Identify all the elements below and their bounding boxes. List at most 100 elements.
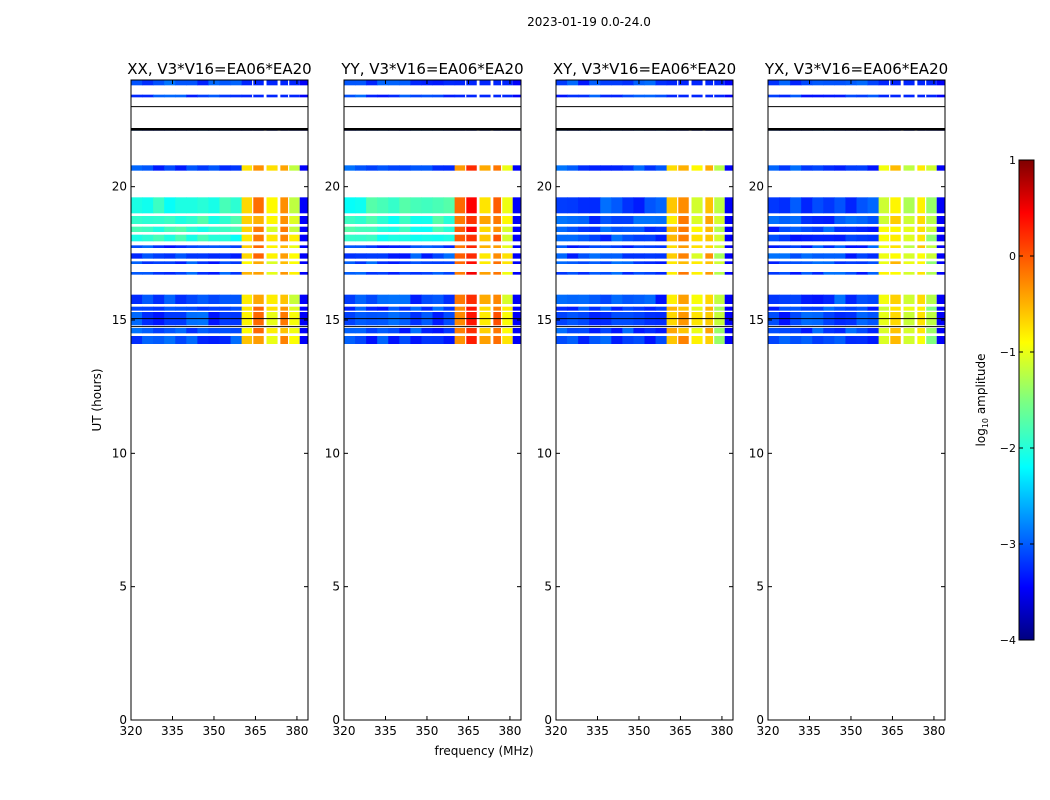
heatmap-band-cell — [666, 253, 678, 259]
colorbar-label: log10 amplitude — [974, 354, 990, 447]
heatmap-cell — [644, 272, 657, 275]
channel-gap — [501, 165, 503, 171]
heatmap-band-cell — [454, 94, 466, 98]
heatmap-cell — [622, 253, 634, 259]
heatmap-cell — [219, 294, 232, 304]
heatmap-cell — [768, 94, 780, 98]
heatmap-band-cell — [878, 234, 890, 242]
data-row — [556, 226, 733, 232]
heatmap-band-cell — [493, 245, 502, 248]
heatmap-cell — [164, 294, 176, 304]
channel-gap — [288, 234, 290, 242]
heatmap-cell — [622, 328, 634, 334]
heatmap-cell — [142, 261, 154, 264]
heatmap-cell — [142, 336, 154, 344]
heatmap-band-cell — [252, 306, 264, 311]
heatmap-cell — [589, 272, 601, 275]
heatmap-cell — [299, 245, 308, 248]
channel-gap — [689, 197, 691, 214]
heatmap-cell — [812, 216, 824, 224]
heatmap-cell — [823, 197, 835, 214]
channel-gap — [677, 336, 679, 344]
heatmap-cell — [355, 306, 367, 311]
channel-gap — [491, 197, 493, 214]
heatmap-cell — [421, 294, 433, 304]
heatmap-band-cell — [493, 294, 502, 304]
heatmap-cell — [131, 261, 143, 264]
heatmap-band-cell — [479, 94, 491, 98]
channel-gap — [491, 336, 493, 344]
heatmap-cell — [768, 80, 780, 86]
heatmap-band-cell — [903, 306, 915, 311]
heatmap-band-cell — [903, 80, 915, 86]
heatmap-band-cell — [889, 226, 901, 232]
y-tick-label: 10 — [325, 446, 340, 460]
heatmap-band-cell — [266, 336, 278, 344]
heatmap-cell — [186, 253, 198, 259]
heatmap-band-cell — [454, 80, 466, 86]
channel-gap — [491, 216, 493, 224]
heatmap-cell — [936, 336, 945, 344]
heatmap-band-cell — [691, 226, 703, 232]
channel-gap — [264, 245, 266, 248]
heatmap-cell — [611, 245, 623, 248]
heatmap-cell — [655, 94, 668, 98]
heatmap-band-cell — [465, 165, 477, 171]
heatmap-cell — [388, 306, 400, 311]
heatmap-cell — [567, 234, 579, 242]
heatmap-cell — [230, 245, 243, 248]
heatmap-cell — [611, 197, 623, 214]
heatmap-cell — [845, 216, 857, 224]
heatmap-cell — [724, 253, 733, 259]
heatmap-band-cell — [713, 165, 725, 171]
channel-gap — [925, 336, 927, 344]
heatmap-band-cell — [288, 94, 300, 98]
data-row — [131, 197, 308, 214]
heatmap-band-cell — [493, 306, 502, 311]
heatmap-cell — [175, 234, 187, 242]
channel-gap — [901, 165, 903, 171]
channel-gap — [713, 216, 715, 224]
heatmap-cell — [633, 253, 645, 259]
heatmap-cell — [164, 234, 176, 242]
heatmap-band-cell — [666, 234, 678, 242]
heatmap-band-cell — [713, 294, 725, 304]
data-row — [131, 216, 308, 224]
heatmap-cell — [421, 245, 433, 248]
panel-title: YX, V3*V16=EA06*EA20 — [764, 60, 948, 78]
y-tick-label: 20 — [325, 180, 340, 194]
channel-gap — [703, 306, 705, 311]
data-row — [556, 253, 733, 259]
heatmap-cell — [655, 336, 668, 344]
heatmap-band-cell — [266, 306, 278, 311]
colorbar: 10−1−2−3−4 log10 amplitude — [974, 154, 1035, 647]
channel-gap — [713, 294, 715, 304]
channel-gap — [889, 328, 891, 334]
heatmap-cell — [175, 80, 187, 86]
heatmap-cell — [622, 197, 634, 214]
heatmap-band-cell — [241, 245, 253, 248]
heatmap-cell — [936, 80, 945, 86]
heatmap-cell — [611, 216, 623, 224]
heatmap-cell — [622, 234, 634, 242]
flag-line — [344, 128, 521, 131]
heatmap-cell — [421, 165, 433, 171]
heatmap-cell — [355, 94, 367, 98]
heatmap-band-cell — [666, 261, 678, 264]
heatmap-cell — [388, 216, 400, 224]
heatmap-cell — [197, 253, 209, 259]
heatmap-cell — [399, 245, 411, 248]
heatmap-band-cell — [666, 197, 678, 214]
channel-gap — [465, 165, 467, 171]
heatmap-cell — [410, 226, 422, 232]
heatmap-cell — [421, 197, 433, 214]
channel-gap — [703, 253, 705, 259]
heatmap-cell — [578, 261, 590, 264]
x-axis-label: frequency (MHz) — [434, 744, 533, 758]
heatmap-cell — [175, 294, 187, 304]
heatmap-cell — [845, 165, 857, 171]
heatmap-band-cell — [465, 197, 477, 214]
heatmap-cell — [611, 306, 623, 311]
heatmap-cell — [790, 306, 802, 311]
channel-gap — [901, 328, 903, 334]
